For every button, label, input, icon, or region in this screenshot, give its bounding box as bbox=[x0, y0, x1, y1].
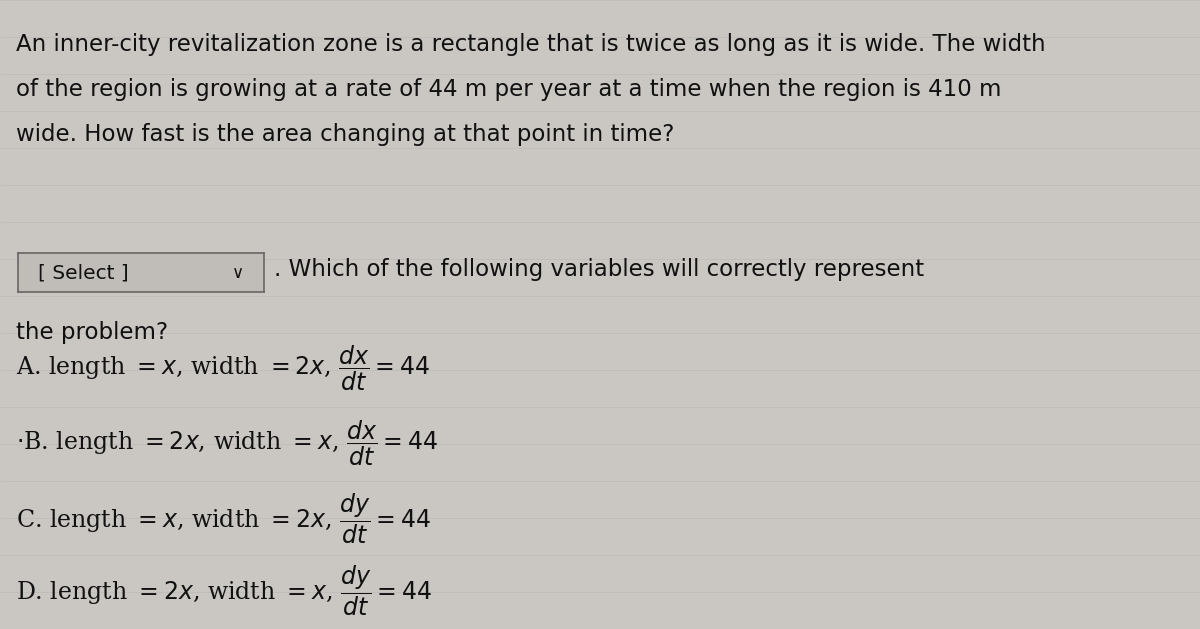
Text: C. length $= x$, width $= 2x$, $\dfrac{dy}{dt} = 44$: C. length $= x$, width $= 2x$, $\dfrac{d… bbox=[16, 492, 431, 546]
Text: . Which of the following variables will correctly represent: . Which of the following variables will … bbox=[274, 259, 924, 281]
Text: [ Select ]: [ Select ] bbox=[37, 264, 128, 282]
Text: $\cdot$B. length $= 2x$, width $= x$, $\dfrac{dx}{dt} = 44$: $\cdot$B. length $= 2x$, width $= x$, $\… bbox=[16, 419, 437, 468]
Text: of the region is growing at a rate of 44 m per year at a time when the region is: of the region is growing at a rate of 44… bbox=[16, 78, 1001, 101]
Text: wide. How fast is the area changing at that point in time?: wide. How fast is the area changing at t… bbox=[16, 123, 674, 147]
Text: ∨: ∨ bbox=[232, 264, 244, 282]
Text: D. length $= 2x$, width $= x$, $\dfrac{dy}{dt} = 44$: D. length $= 2x$, width $= x$, $\dfrac{d… bbox=[16, 564, 431, 618]
Text: A. length $= x$, width $= 2x$, $\dfrac{dx}{dt} = 44$: A. length $= x$, width $= 2x$, $\dfrac{d… bbox=[16, 343, 430, 392]
Text: the problem?: the problem? bbox=[16, 321, 168, 344]
Text: An inner-city revitalization zone is a rectangle that is twice as long as it is : An inner-city revitalization zone is a r… bbox=[16, 33, 1045, 56]
